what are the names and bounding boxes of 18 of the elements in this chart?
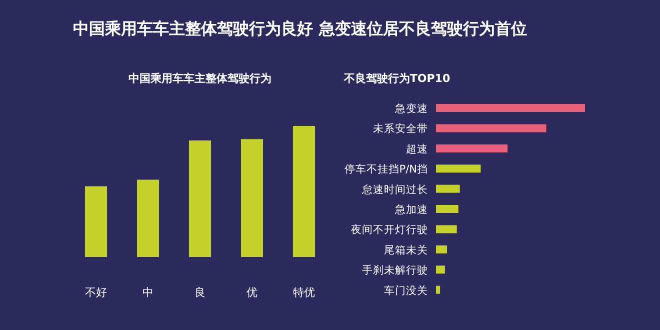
category: 车门没关 (384, 284, 428, 297)
category: 急变速 (395, 103, 428, 115)
category: 怠速时间过长 (362, 184, 428, 196)
category: 特优 (293, 286, 315, 299)
category: 急加速 (395, 204, 428, 216)
category: 尾箱未关 (384, 244, 428, 256)
category: 不好 (85, 286, 107, 299)
category: 未系安全带 (373, 123, 428, 136)
category: 停车不挂挡P/N挡 (344, 164, 428, 176)
title: 中国乘用车车主整体驾驶行为 (128, 72, 272, 85)
title: 中国乘用车车主整体驾驶行为良好 急变速位居不良驾驶行为首位 (73, 19, 527, 38)
category: 手刹未解行驶 (362, 264, 428, 277)
category: 夜间不开灯行驶 (351, 224, 428, 236)
category: 优 (246, 286, 258, 299)
category: 超速 (406, 143, 428, 156)
title: 不良驾驶行为TOP10 (344, 72, 450, 85)
category: 中 (142, 286, 154, 299)
category: 良 (194, 286, 206, 299)
